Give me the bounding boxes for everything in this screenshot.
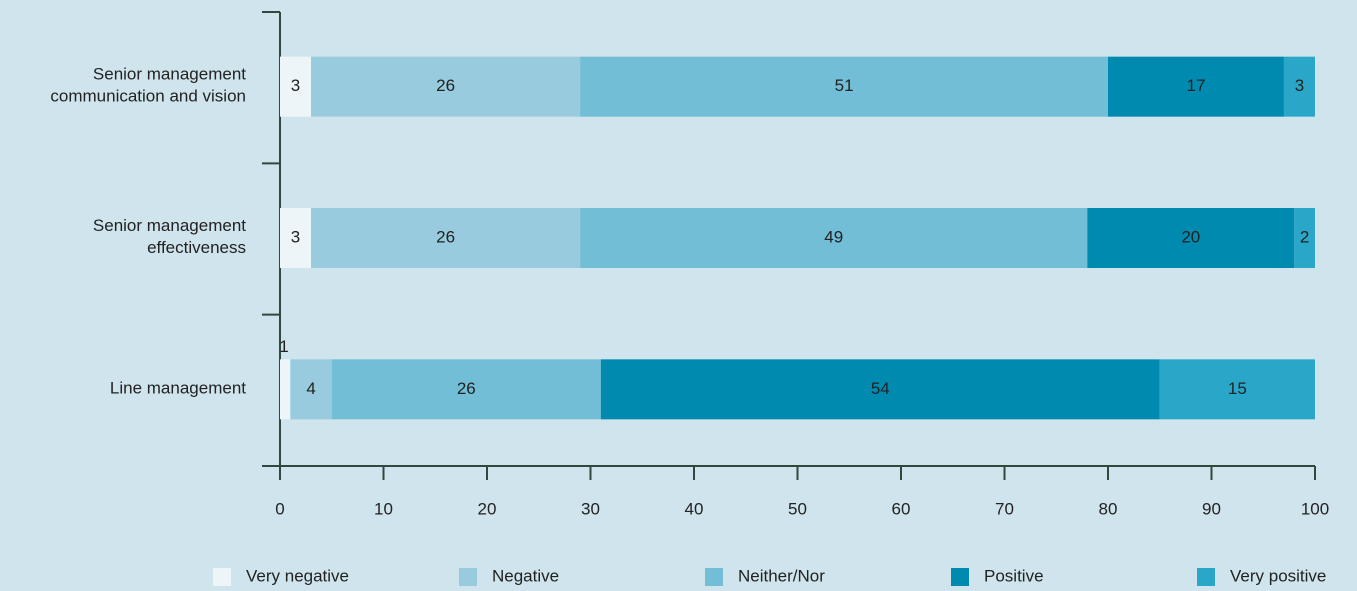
data-label: 51 bbox=[835, 76, 854, 95]
legend-swatch bbox=[705, 568, 723, 586]
x-tick-label: 50 bbox=[788, 499, 807, 518]
data-label: 4 bbox=[306, 379, 315, 398]
x-tick-label: 20 bbox=[478, 499, 497, 518]
legend-swatch bbox=[1197, 568, 1215, 586]
bar-segment bbox=[580, 56, 1108, 117]
x-tick-label: 100 bbox=[1301, 499, 1329, 518]
x-tick-label: 30 bbox=[581, 499, 600, 518]
x-tick-label: 70 bbox=[995, 499, 1014, 518]
data-label: 26 bbox=[457, 379, 476, 398]
data-label: 26 bbox=[436, 227, 455, 246]
x-tick-label: 90 bbox=[1202, 499, 1221, 518]
legend-label: Positive bbox=[984, 566, 1044, 585]
data-label: 3 bbox=[291, 227, 300, 246]
legend-swatch bbox=[459, 568, 477, 586]
legend-label: Very negative bbox=[246, 566, 349, 585]
bar-segment bbox=[290, 359, 332, 420]
category-label: Line management bbox=[110, 379, 246, 398]
legend-label: Negative bbox=[492, 566, 559, 585]
data-label: 54 bbox=[871, 379, 890, 398]
x-tick-label: 80 bbox=[1099, 499, 1118, 518]
data-label: 26 bbox=[436, 76, 455, 95]
data-label: 3 bbox=[291, 76, 300, 95]
bar-segment bbox=[280, 56, 312, 117]
bar-segment bbox=[580, 208, 1088, 268]
data-label: 17 bbox=[1187, 76, 1206, 95]
bar-segment bbox=[1283, 56, 1315, 117]
bar-segment bbox=[280, 208, 312, 268]
category-label: Senior management effectiveness bbox=[93, 216, 246, 257]
legend-swatch bbox=[213, 568, 231, 586]
data-label: 49 bbox=[824, 227, 843, 246]
category-label: Senior management communication and visio… bbox=[50, 65, 246, 106]
bar-segment bbox=[311, 208, 581, 268]
bar-segment bbox=[1294, 208, 1315, 268]
data-label: 2 bbox=[1300, 227, 1309, 246]
x-tick-label: 40 bbox=[685, 499, 704, 518]
legend-swatch bbox=[951, 568, 969, 586]
bar-segment bbox=[331, 359, 601, 420]
data-label: 15 bbox=[1228, 379, 1247, 398]
data-label: 1 bbox=[279, 337, 288, 356]
data-label: 20 bbox=[1181, 227, 1200, 246]
legend-label: Very positive bbox=[1230, 566, 1326, 585]
legend-label: Neither/Nor bbox=[738, 566, 825, 585]
bar-segment bbox=[280, 359, 291, 420]
x-tick-label: 60 bbox=[892, 499, 911, 518]
x-tick-label: 0 bbox=[275, 499, 284, 518]
bar-segment bbox=[1159, 359, 1315, 420]
bar-segment bbox=[1087, 208, 1295, 268]
data-label: 3 bbox=[1295, 76, 1304, 95]
bar-segment bbox=[311, 56, 581, 117]
x-tick-label: 10 bbox=[374, 499, 393, 518]
bar-segment bbox=[600, 359, 1160, 420]
bar-segment bbox=[1108, 56, 1284, 117]
